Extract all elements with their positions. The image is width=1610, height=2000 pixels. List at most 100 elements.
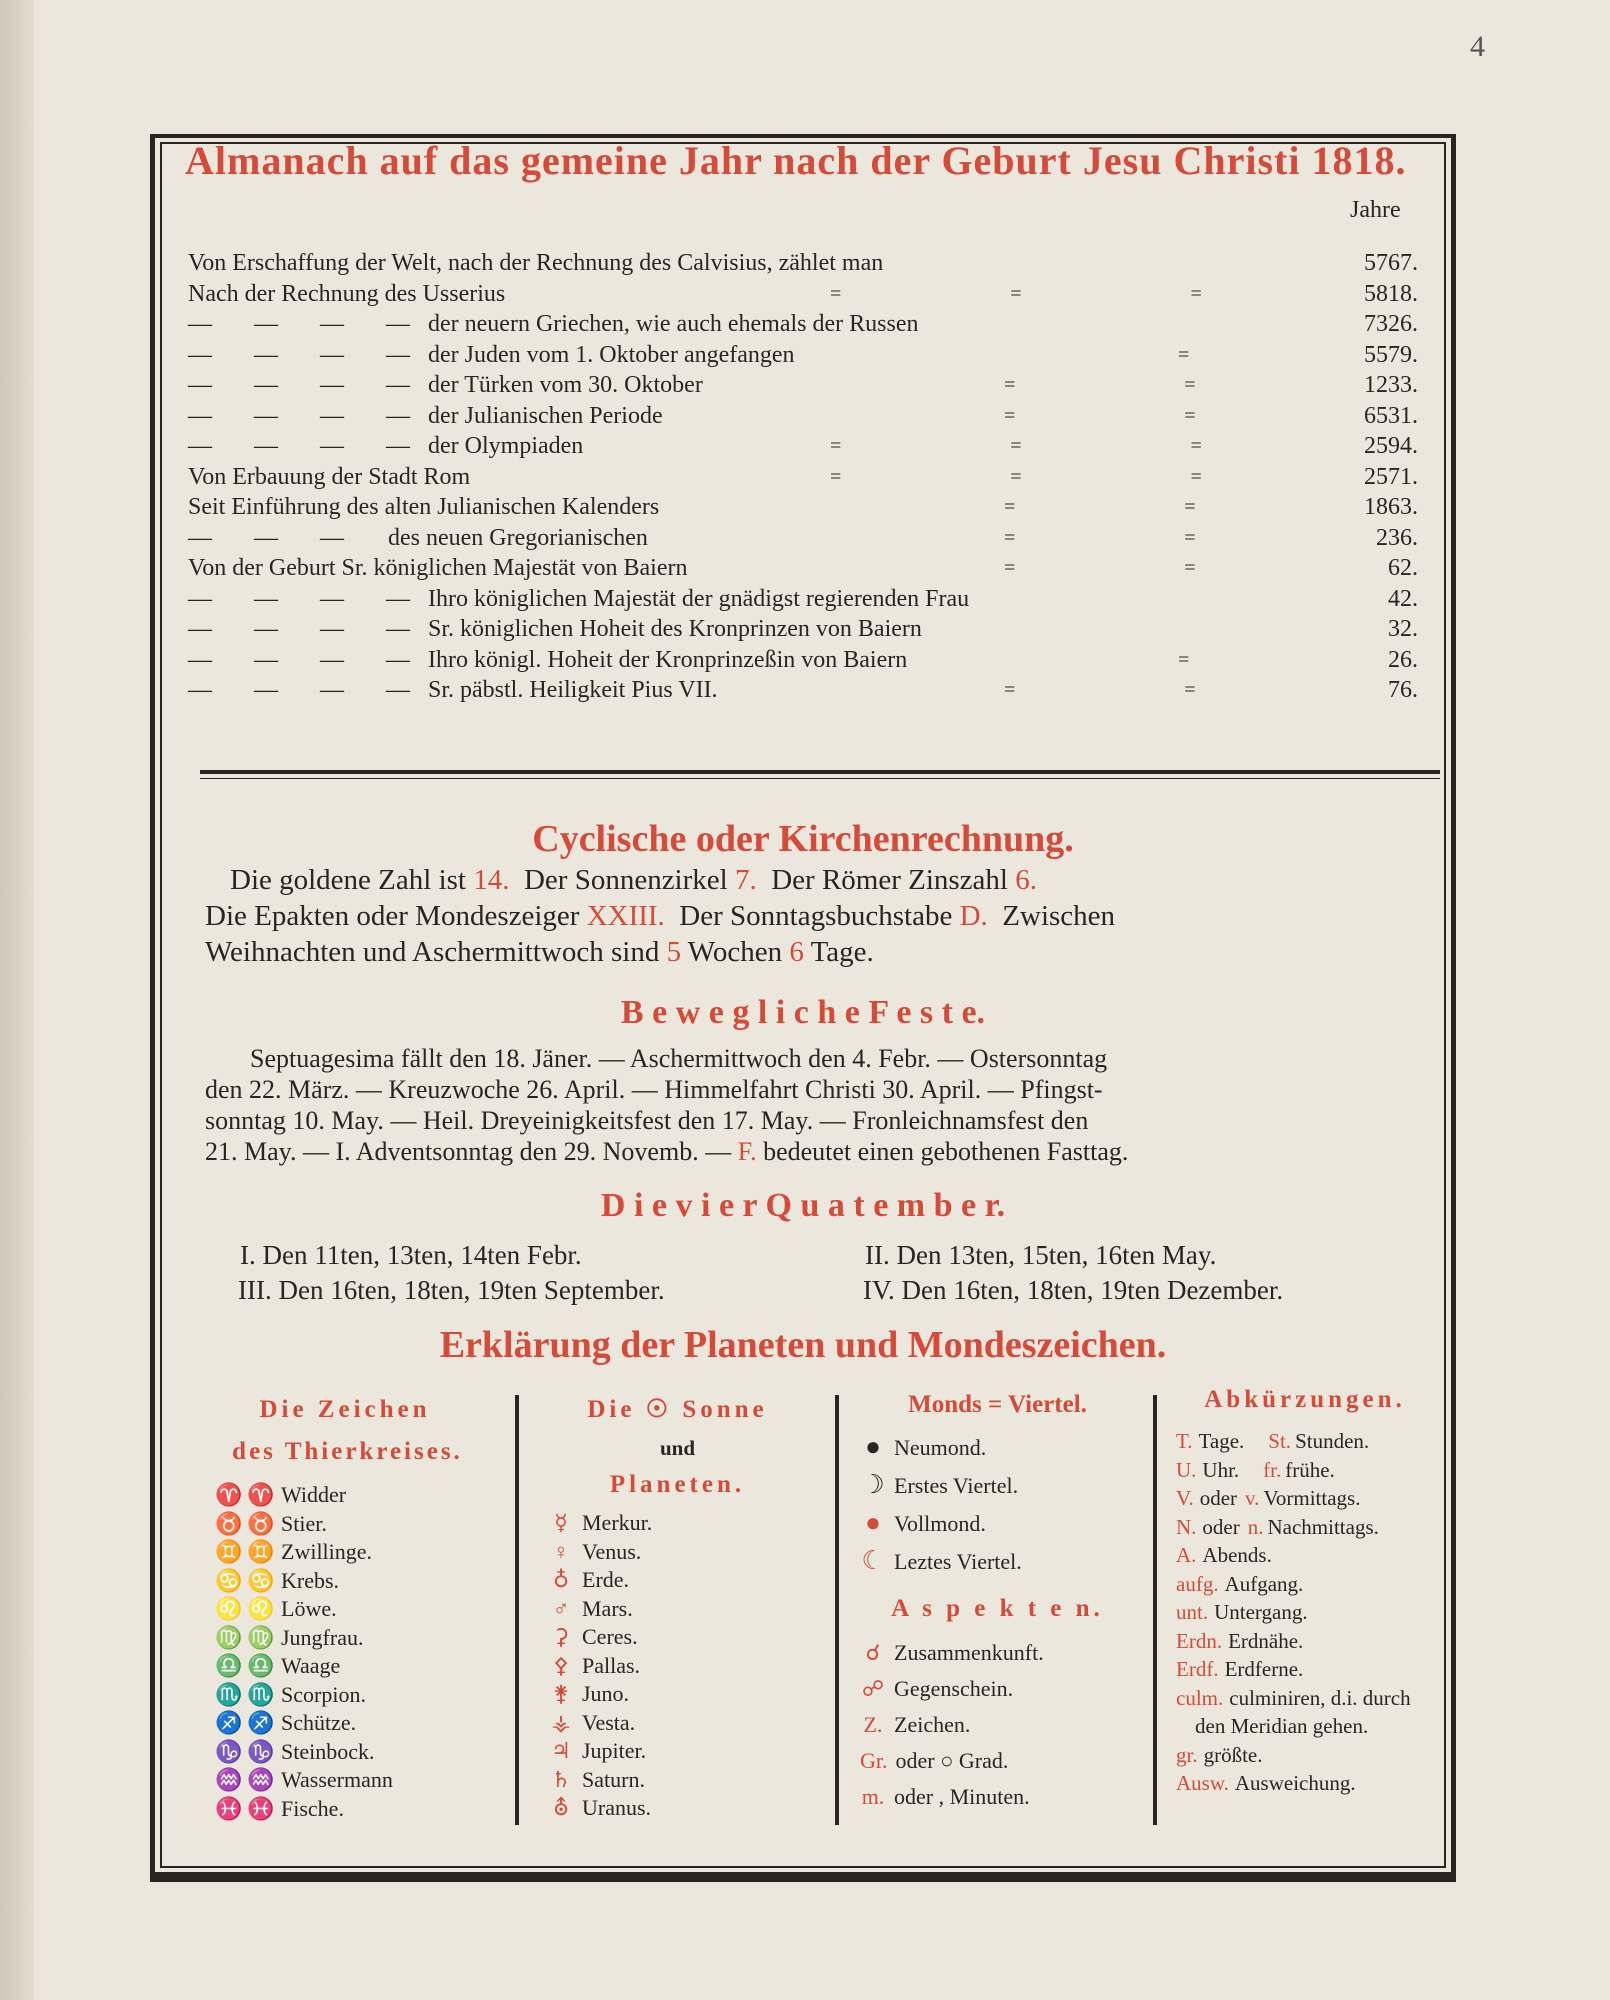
zodiac-item: ♎ ♎ Waage xyxy=(215,1653,340,1679)
quatember-item: IV. Den 16ten, 18ten, 19ten Dezember. xyxy=(863,1275,1284,1305)
row-label: Sr. königlichen Hoheit des Kronprinzen v… xyxy=(428,616,922,642)
abbrev-meaning: oder xyxy=(1199,1486,1238,1510)
aspect-symbol: m. xyxy=(861,1784,885,1809)
row-label: Seit Einführung des alten Julianischen K… xyxy=(188,494,660,520)
abbrev-key: Ausw. xyxy=(1176,1771,1229,1795)
row-label: Von Erschaffung der Welt, nach der Rechn… xyxy=(188,250,884,276)
abbrev-item: Erdn. Erdnähe. xyxy=(1176,1628,1303,1654)
abbrev-key: fr. xyxy=(1263,1457,1282,1482)
zodiac-item: ♏ ♏ Scorpion. xyxy=(215,1682,366,1708)
planet-name: Mars. xyxy=(582,1595,633,1621)
planet-name: Ceres. xyxy=(582,1624,638,1649)
aspect-name: oder , Minuten. xyxy=(894,1784,1030,1809)
planet-symbol-icon: ☿ xyxy=(554,1510,568,1535)
zodiac-symbol-icon: ♐ xyxy=(215,1710,243,1735)
zodiac-symbol-icon: ♋ xyxy=(215,1567,243,1593)
table-row: — — — — der Olympiaden = = = 2594. xyxy=(188,431,1438,461)
abbrev-meaning: Nachmittags. xyxy=(1267,1514,1379,1539)
row-dashes: — — — xyxy=(188,524,362,551)
quatember-heading: D i e v i e r Q u a t e m b e r. xyxy=(600,1187,1006,1224)
abbrev-key: aufg. xyxy=(1176,1571,1219,1596)
row-years: 7326. xyxy=(1364,311,1418,337)
row-filler: = xyxy=(830,343,1272,366)
row-years: 236. xyxy=(1376,524,1418,551)
row-label: der Julianischen Periode xyxy=(428,402,663,429)
zodiac-item: ♑ ♑ Steinbock. xyxy=(215,1739,375,1765)
feasts-line: den 22. März. — Kreuzwoche 26. April. — … xyxy=(205,1075,1103,1105)
zodiac-figure-icon: ♏ xyxy=(247,1681,275,1707)
zodiac-figure-icon: ♓ xyxy=(247,1795,275,1821)
aspect-name: Zeichen. xyxy=(894,1712,971,1737)
planet-item: ♃ Jupiter. xyxy=(548,1738,646,1764)
abbrev-meaning: Stunden. xyxy=(1295,1429,1370,1453)
row-years: 62. xyxy=(1388,555,1418,581)
row-label: des neuen Gregorianischen xyxy=(388,524,648,551)
row-filler: = = = xyxy=(830,465,1284,488)
zodiac-item: ♋ ♋ Krebs. xyxy=(215,1568,339,1594)
row-years: 42. xyxy=(1388,585,1418,612)
planet-symbol-icon: ⚶ xyxy=(551,1709,571,1735)
zodiac-name: Waage xyxy=(281,1653,341,1678)
row-years: 5818. xyxy=(1364,280,1418,307)
abbrev-key: N. xyxy=(1176,1514,1197,1539)
abbrev-item: T. Tage. St. Stunden. xyxy=(1176,1428,1369,1454)
text-run: XXIII. xyxy=(586,900,665,932)
zodiac-figure-icon: ♊ xyxy=(247,1539,275,1564)
text-run: Der Sonnenzirkel xyxy=(509,864,735,896)
moon-phase-name: Vollmond. xyxy=(894,1511,986,1536)
page-gutter xyxy=(0,0,34,2000)
planet-item: ⚳ Ceres. xyxy=(548,1624,638,1650)
zodiac-item: ♌ ♌ Löwe. xyxy=(215,1596,337,1622)
row-filler: = = = xyxy=(830,282,1284,305)
planet-symbol-icon: ♂ xyxy=(552,1595,570,1621)
text-run: Der Sonntagsbuchstabe xyxy=(664,900,960,932)
abbrev-meaning: Uhr. xyxy=(1202,1457,1240,1482)
planet-item: ⛢ Uranus. xyxy=(548,1795,651,1821)
row-filler: = = xyxy=(830,526,1278,549)
table-row: — — — — der Türken vom 30. Oktober = = 123… xyxy=(188,370,1438,400)
row-filler: = = xyxy=(830,557,1278,579)
planet-name: Venus. xyxy=(582,1538,642,1564)
zodiac-figure-icon: ♈ xyxy=(247,1482,275,1507)
zodiac-symbol-icon: ♈ xyxy=(215,1482,243,1507)
aspect-item: Z. Zeichen. xyxy=(860,1712,971,1738)
abbrev-meaning: Vormittags. xyxy=(1263,1486,1361,1510)
row-filler: = = xyxy=(830,374,1278,396)
abbrev-meaning: Erdferne. xyxy=(1224,1657,1304,1681)
planet-symbol-icon: ⚳ xyxy=(552,1624,570,1649)
feasts-line: 21. May. — I. Adventsonntag den 29. Nove… xyxy=(205,1137,1128,1167)
abbrev-key: A. xyxy=(1176,1543,1197,1567)
row-filler: = = xyxy=(830,404,1278,427)
moon-phase-name: Leztes Viertel. xyxy=(894,1549,1022,1574)
zodiac-name: Stier. xyxy=(281,1510,327,1536)
planet-name: Vesta. xyxy=(582,1709,636,1735)
aspect-symbol: ☌ xyxy=(865,1640,881,1665)
zodiac-heading: Die Zeichen xyxy=(259,1396,431,1423)
text-run: Wochen xyxy=(681,936,790,968)
text-run: Die goldene Zahl ist xyxy=(230,864,474,896)
planets-heading: Die ☉ Sonne xyxy=(587,1396,768,1423)
zodiac-figure-icon: ♎ xyxy=(247,1653,275,1678)
years-column-header: Jahre xyxy=(1350,197,1401,223)
planet-item: ⚶ Vesta. xyxy=(548,1709,636,1736)
aspect-symbol: Z. xyxy=(863,1712,883,1737)
row-years: 5767. xyxy=(1364,250,1418,276)
row-dashes: — — — — xyxy=(188,402,428,429)
row-label: der Türken vom 30. Oktober xyxy=(428,372,703,398)
row-dashes: — — — — xyxy=(188,585,428,612)
text-run: Der Römer Zinszahl xyxy=(756,864,1016,896)
planet-symbol-icon: ⚴ xyxy=(552,1652,570,1678)
table-row: — — — — der Julianischen Periode = = 6531. xyxy=(188,401,1438,431)
cyclic-line-1: Die goldene Zahl ist 14. Der Sonnenzirke… xyxy=(230,864,1037,897)
page-frame xyxy=(150,134,1456,1882)
row-filler: = = xyxy=(830,496,1278,518)
abbrev-meaning: oder xyxy=(1202,1514,1240,1539)
section-divider xyxy=(200,770,1440,774)
table-row: — — — — Sr. königlichen Hoheit des Kronpr… xyxy=(188,614,1438,644)
moon-phase-item: ● Vollmond. xyxy=(860,1508,986,1538)
row-dashes: — — — — xyxy=(188,433,428,459)
moon-phase-item: ☽ Erstes Viertel. xyxy=(860,1470,1018,1500)
quatember-item: III. Den 16ten, 18ten, 19ten September. xyxy=(238,1275,665,1305)
planet-item: ♀ Venus. xyxy=(548,1538,642,1565)
planet-item: ⚵ Juno. xyxy=(548,1681,629,1707)
